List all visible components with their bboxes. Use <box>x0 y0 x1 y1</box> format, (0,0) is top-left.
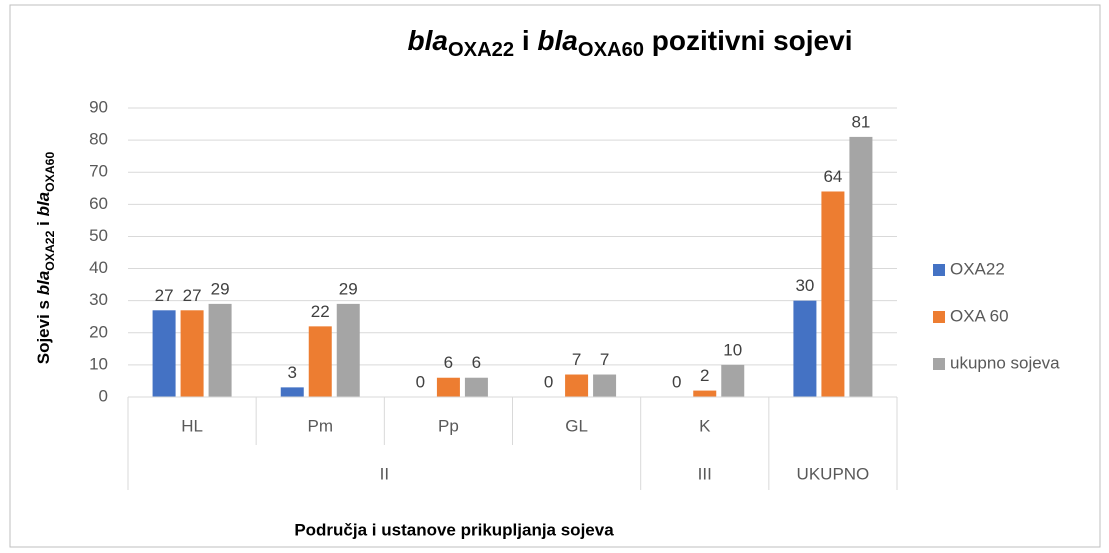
legend-label: OXA 60 <box>950 306 1009 325</box>
legend-swatch <box>933 264 945 276</box>
y-label-part: bla <box>34 192 53 217</box>
bar <box>464 377 488 397</box>
y-tick-label: 0 <box>99 386 108 405</box>
title-part: OXA22 <box>448 39 514 61</box>
y-tick-label: 20 <box>89 322 108 341</box>
title-part: i <box>514 25 537 56</box>
bar <box>793 300 817 397</box>
bar <box>693 390 717 397</box>
title-part: bla <box>537 25 577 56</box>
x-tick-label: K <box>699 416 711 435</box>
data-label: 27 <box>155 286 174 305</box>
y-tick-label: 30 <box>89 290 108 309</box>
title-part: bla <box>408 25 448 56</box>
data-label: 10 <box>723 340 742 359</box>
y-label-part: bla <box>34 271 53 296</box>
data-label: 6 <box>444 353 453 372</box>
bar <box>180 310 204 397</box>
data-label: 0 <box>672 372 681 391</box>
y-label-part: i <box>34 216 53 230</box>
bar <box>565 374 589 397</box>
data-label: 64 <box>823 167 842 186</box>
y-tick-label: 60 <box>89 194 108 213</box>
chart-title: blaOXA22 i blaOXA60 pozitivni sojevi <box>408 25 853 61</box>
legend-swatch <box>933 358 945 370</box>
bar <box>336 303 360 397</box>
group-label: UKUPNO <box>797 464 870 483</box>
bar <box>280 387 304 397</box>
bar <box>593 374 617 397</box>
bar <box>821 191 845 397</box>
bar <box>152 310 176 397</box>
bar <box>308 326 332 397</box>
data-label: 27 <box>183 286 202 305</box>
group-label: III <box>698 464 712 483</box>
y-tick-label: 50 <box>89 226 108 245</box>
bar <box>721 364 745 397</box>
title-part: pozitivni sojevi <box>644 25 852 56</box>
x-tick-label: Pm <box>308 416 334 435</box>
data-label: 2 <box>700 366 709 385</box>
y-tick-label: 70 <box>89 162 108 181</box>
data-label: 0 <box>544 372 553 391</box>
data-label: 29 <box>339 279 358 298</box>
bar <box>849 136 873 397</box>
y-tick-label: 80 <box>89 130 108 149</box>
legend-label: ukupno sojeva <box>950 353 1060 372</box>
data-label: 22 <box>311 302 330 321</box>
data-label: 0 <box>416 372 425 391</box>
x-tick-label: Pp <box>438 416 459 435</box>
y-tick-label: 10 <box>89 354 108 373</box>
x-tick-label: HL <box>181 416 203 435</box>
title-part: OXA60 <box>578 39 644 61</box>
y-label-part: OXA60 <box>43 152 57 192</box>
data-label: 29 <box>211 279 230 298</box>
x-tick-label: GL <box>565 416 588 435</box>
legend-swatch <box>933 311 945 323</box>
data-label: 3 <box>288 363 297 382</box>
legend-label: OXA22 <box>950 259 1005 278</box>
chart-border <box>9 4 1101 548</box>
data-label: 7 <box>600 350 609 369</box>
data-label: 81 <box>851 112 870 131</box>
y-tick-label: 90 <box>89 97 108 116</box>
x-axis-label: Područja i ustanove prikupljanja sojeva <box>294 520 614 539</box>
y-axis-label: Sojevi s blaOXA22 i blaOXA60 <box>34 152 57 365</box>
data-label: 6 <box>472 353 481 372</box>
bar <box>208 303 232 397</box>
y-tick-label: 40 <box>89 258 108 277</box>
y-label-part: OXA22 <box>43 230 57 270</box>
y-label-part: Sojevi s <box>34 295 53 364</box>
group-label: II <box>380 464 389 483</box>
bar <box>436 377 460 397</box>
data-label: 7 <box>572 350 581 369</box>
data-label: 30 <box>795 276 814 295</box>
